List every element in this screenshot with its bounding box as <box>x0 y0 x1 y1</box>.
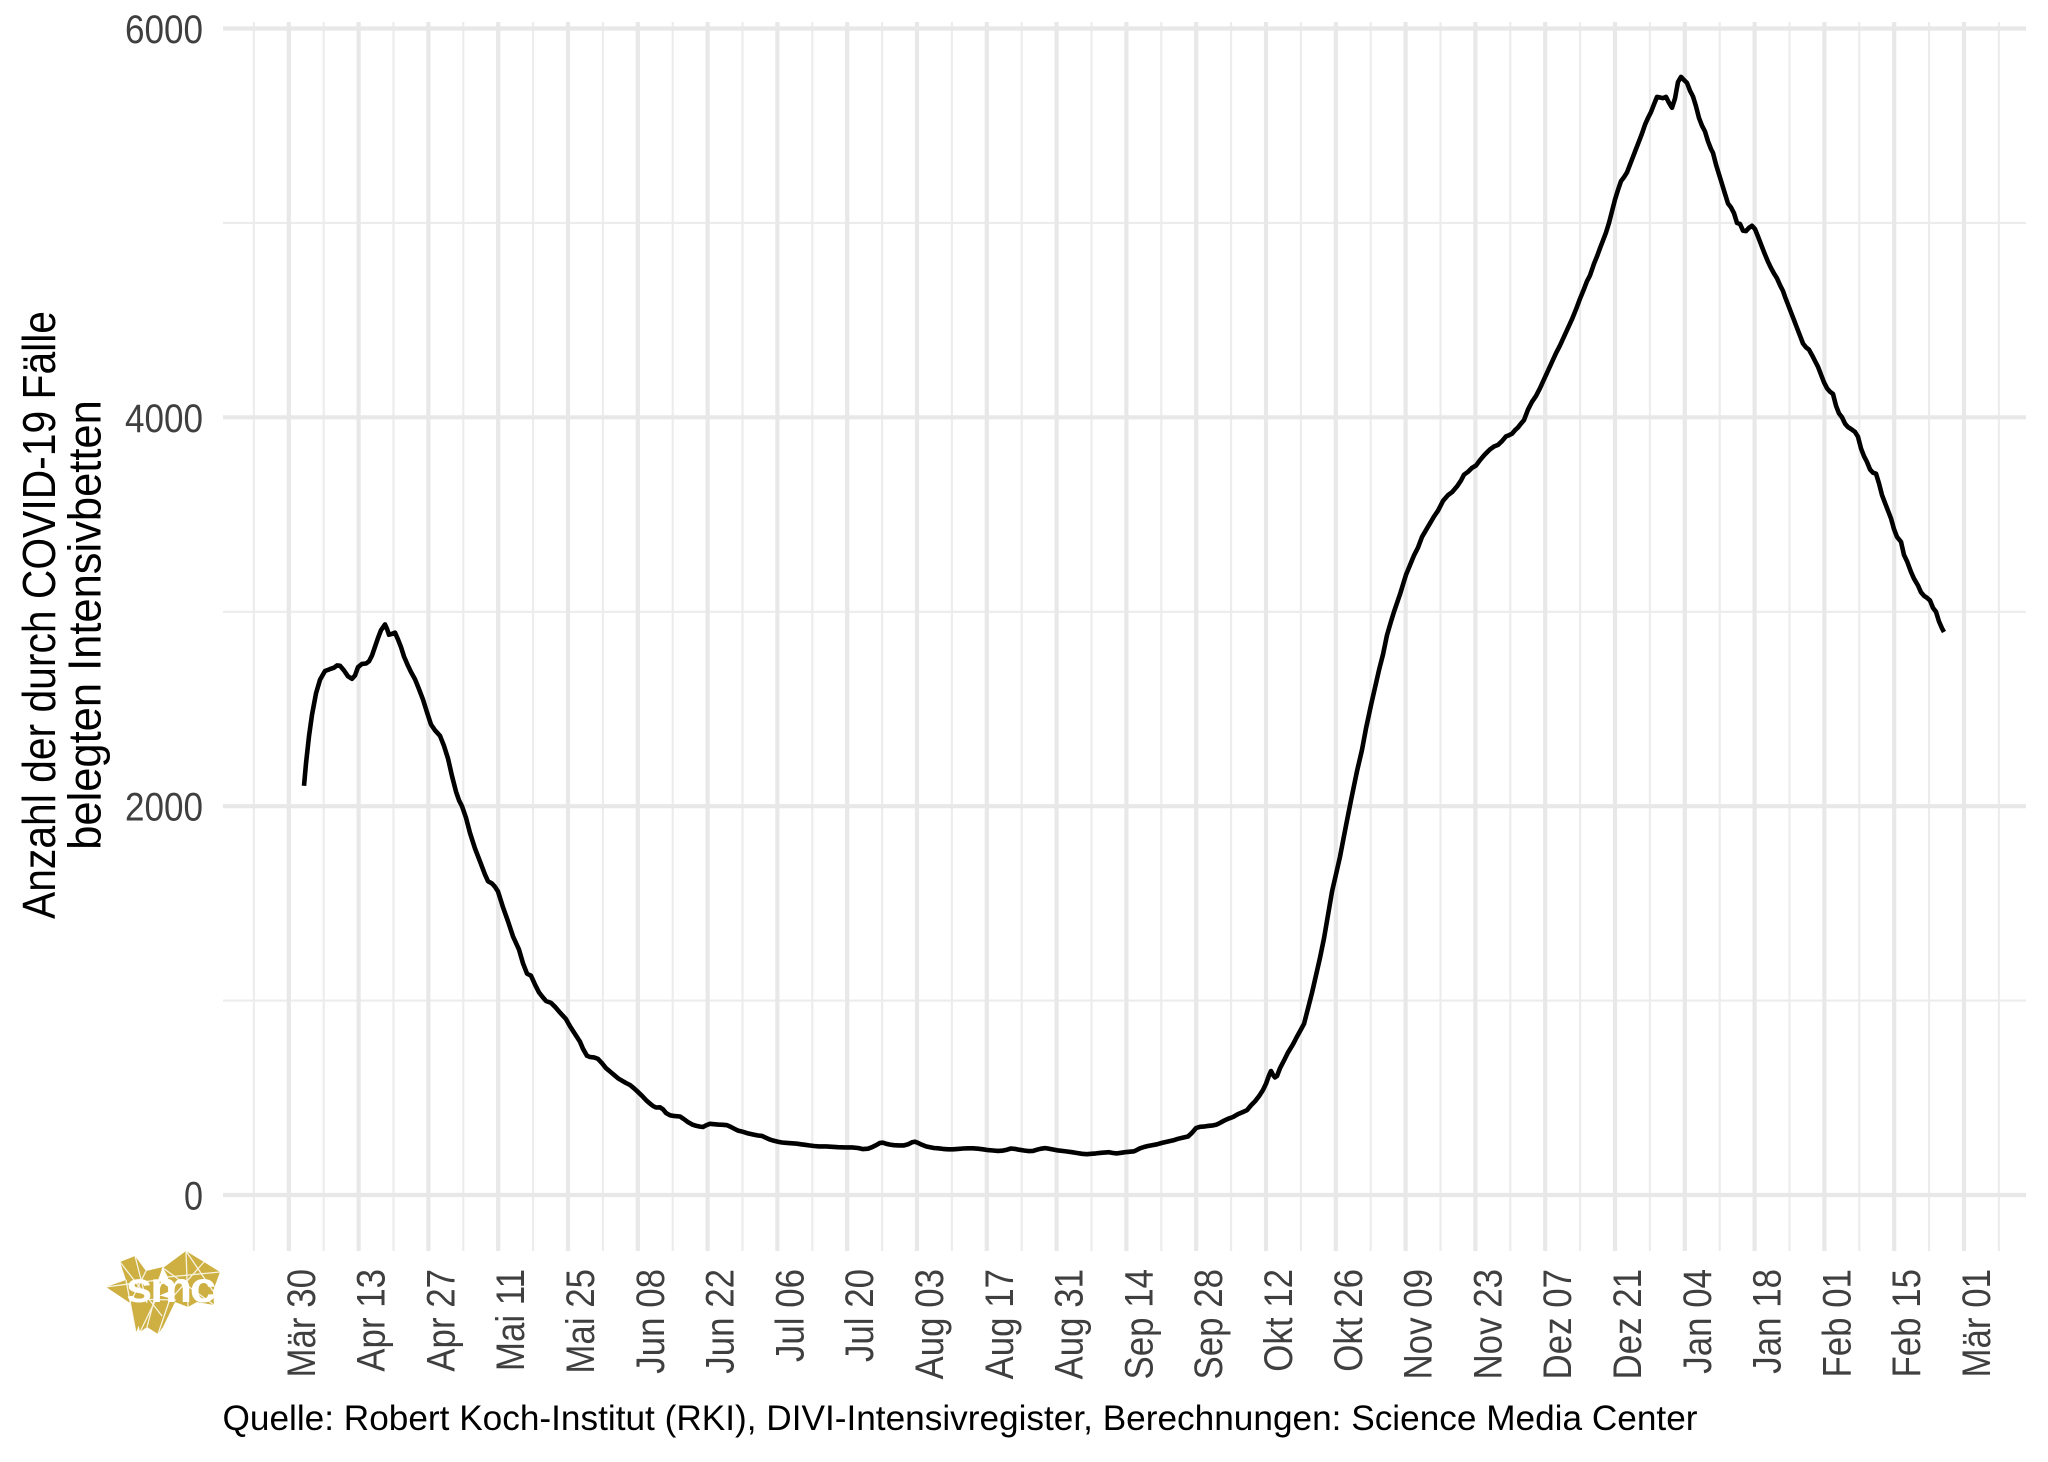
svg-text:2000: 2000 <box>125 786 203 830</box>
svg-text:Jun 22: Jun 22 <box>699 1269 743 1374</box>
svg-text:smc: smc <box>126 1264 215 1312</box>
svg-text:Dez 21: Dez 21 <box>1606 1269 1650 1380</box>
svg-text:Jan 04: Jan 04 <box>1676 1269 1720 1374</box>
svg-text:Aug 17: Aug 17 <box>978 1269 1022 1380</box>
svg-text:belegten Intensivbetten: belegten Intensivbetten <box>59 400 111 850</box>
svg-text:Jul 20: Jul 20 <box>838 1269 882 1362</box>
svg-text:Dez 07: Dez 07 <box>1536 1269 1580 1380</box>
svg-text:Quelle: Robert Koch-Institut (: Quelle: Robert Koch-Institut (RKI), DIVI… <box>223 1399 1698 1438</box>
svg-text:Apr 13: Apr 13 <box>350 1269 394 1372</box>
svg-text:Mär 30: Mär 30 <box>280 1269 324 1378</box>
svg-text:Mär 01: Mär 01 <box>1955 1269 1999 1378</box>
svg-text:Jan 18: Jan 18 <box>1746 1269 1790 1374</box>
svg-text:Sep 14: Sep 14 <box>1117 1269 1161 1380</box>
svg-text:0: 0 <box>184 1175 203 1219</box>
svg-text:Aug 03: Aug 03 <box>908 1269 952 1380</box>
svg-text:Mai 11: Mai 11 <box>489 1269 533 1371</box>
svg-text:Okt 26: Okt 26 <box>1327 1269 1371 1372</box>
svg-text:Aug 31: Aug 31 <box>1048 1269 1092 1380</box>
svg-text:Nov 09: Nov 09 <box>1397 1269 1441 1380</box>
svg-text:Jul 06: Jul 06 <box>768 1269 812 1362</box>
svg-text:Apr 27: Apr 27 <box>419 1269 463 1372</box>
svg-text:Okt 12: Okt 12 <box>1257 1269 1301 1372</box>
svg-text:Jun 08: Jun 08 <box>629 1269 673 1374</box>
svg-text:6000: 6000 <box>125 8 203 52</box>
svg-text:Feb 15: Feb 15 <box>1885 1269 1929 1378</box>
svg-text:Anzahl der durch COVID-19 Fäll: Anzahl der durch COVID-19 Fälle <box>13 311 65 919</box>
svg-text:Nov 23: Nov 23 <box>1466 1269 1510 1380</box>
svg-text:Sep 28: Sep 28 <box>1187 1269 1231 1380</box>
svg-text:Mai 25: Mai 25 <box>559 1269 603 1374</box>
svg-text:Feb 01: Feb 01 <box>1815 1269 1859 1378</box>
svg-text:4000: 4000 <box>125 397 203 441</box>
